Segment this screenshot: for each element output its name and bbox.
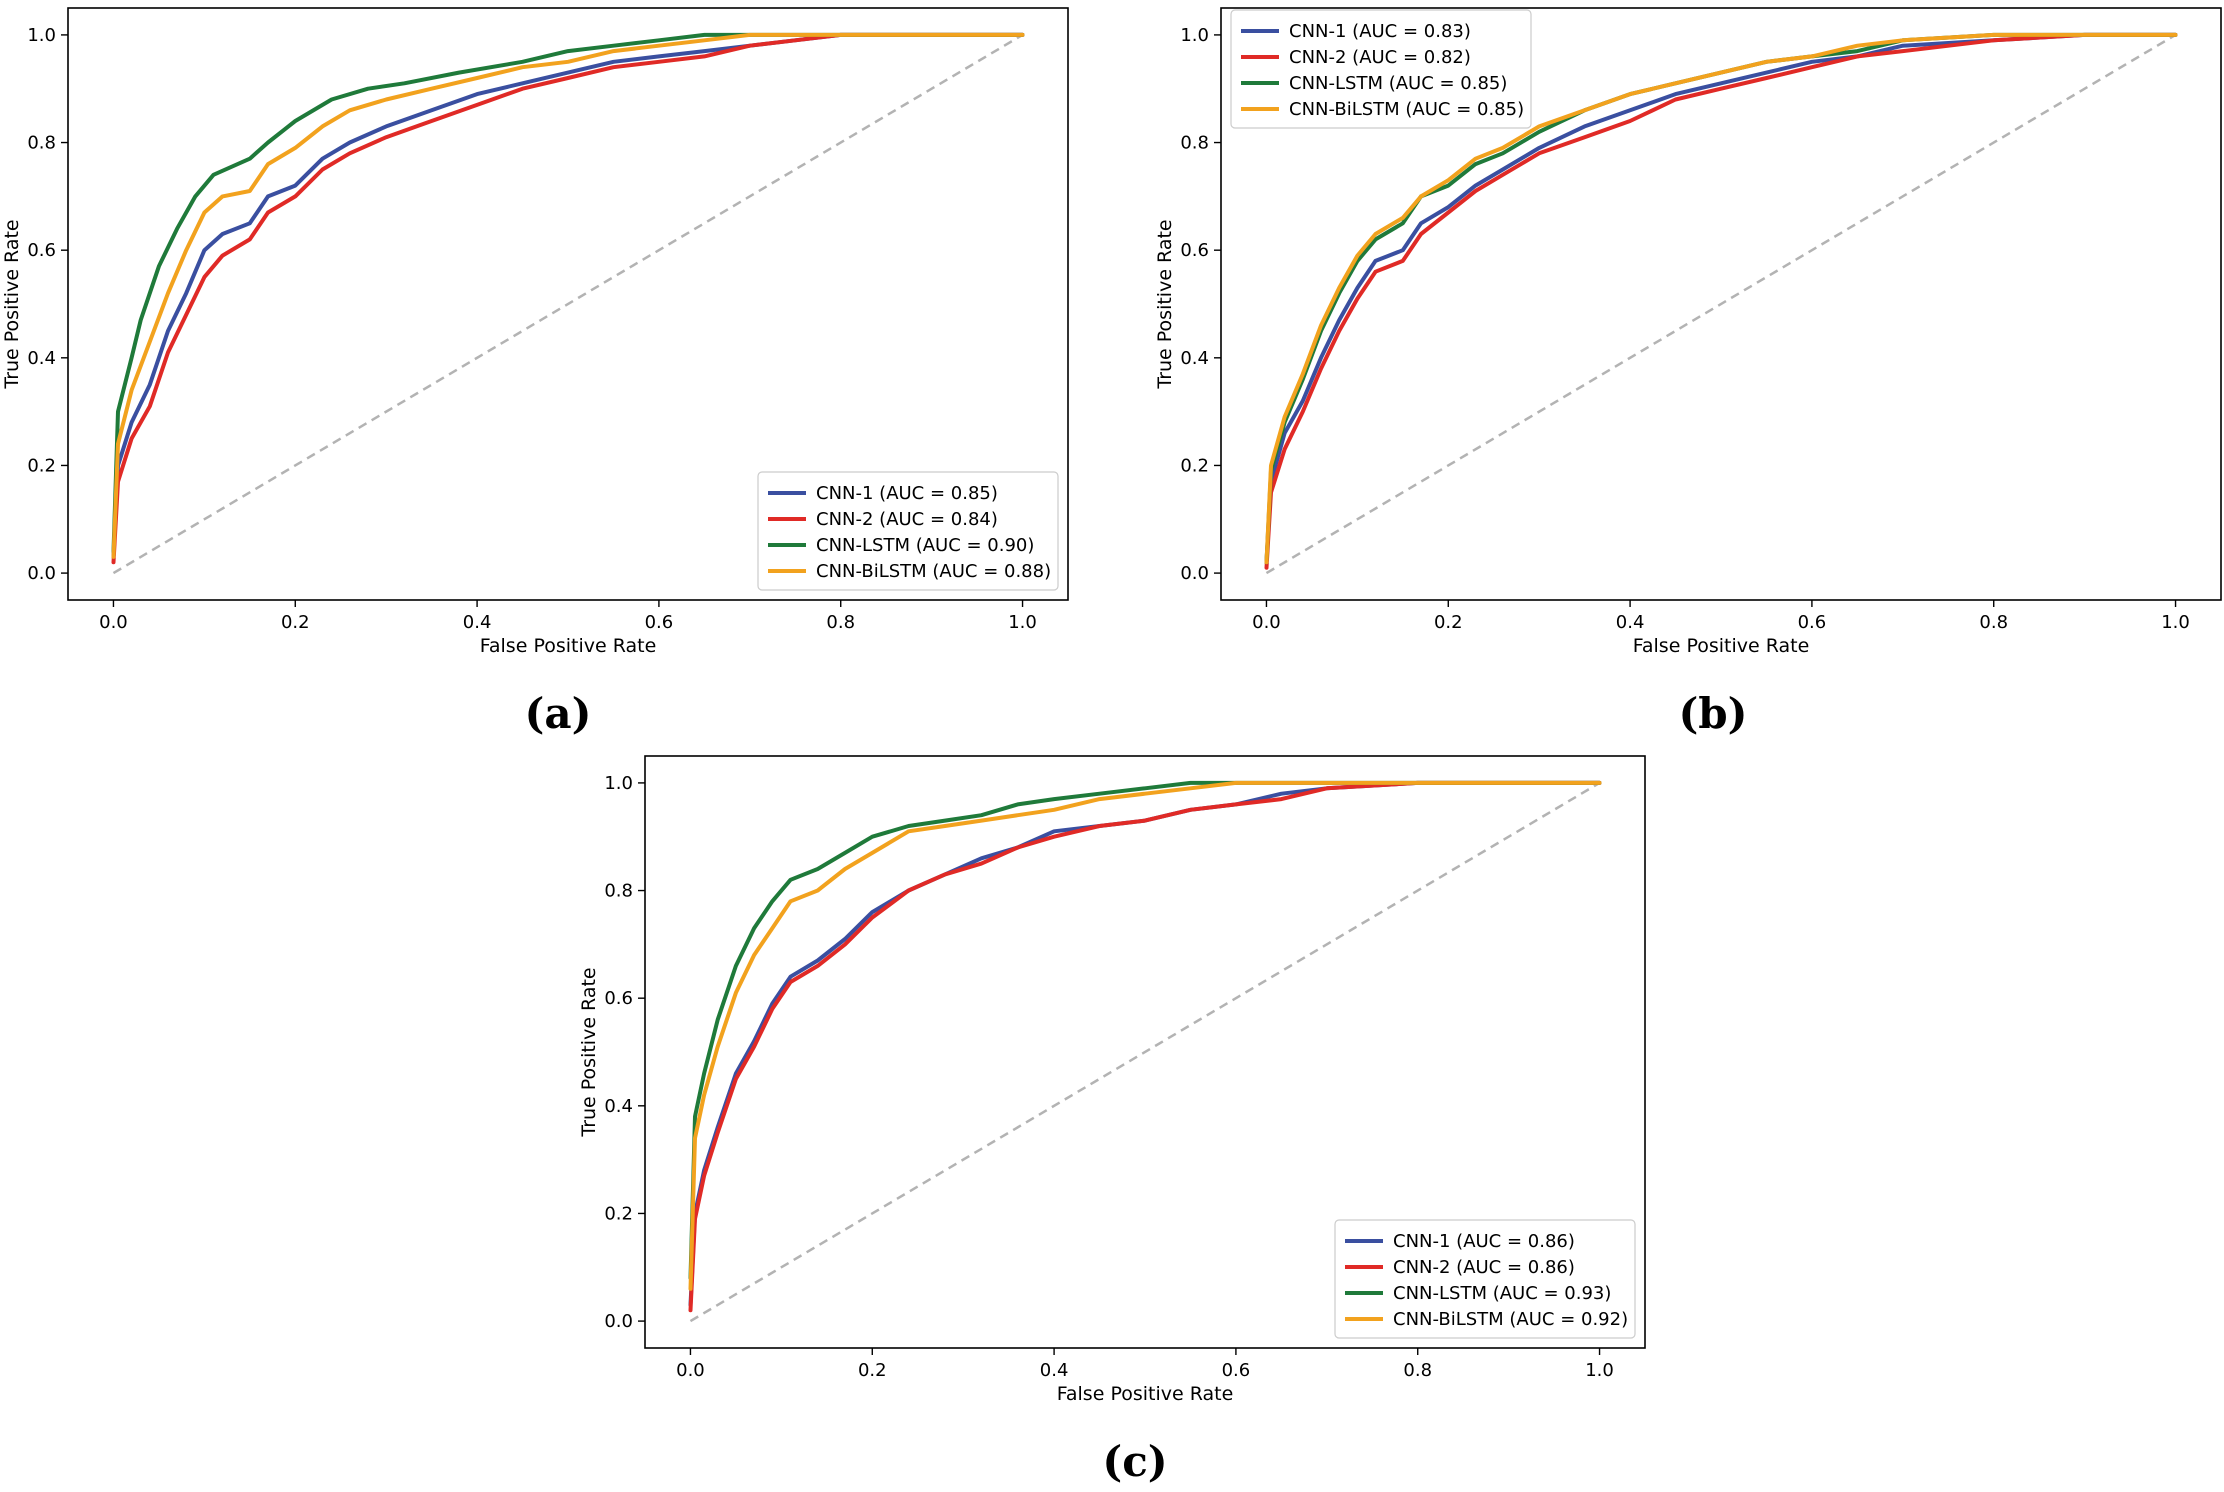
legend-box (1230, 9, 1532, 129)
x-axis-title: False Positive Rate (480, 635, 657, 657)
x-tick-label: 0.0 (676, 1360, 705, 1381)
legend-label: CNN-LSTM (AUC = 0.93) (1393, 1283, 1611, 1304)
series-line-cnn-lstm (111, 32, 1025, 554)
x-tick-label: 0.4 (463, 612, 492, 633)
x-tick-label: 0.2 (281, 612, 310, 633)
legend-box (1334, 1219, 1636, 1339)
legend-label: CNN-BiLSTM (AUC = 0.85) (1289, 99, 1524, 120)
legend: CNN-1 (AUC = 0.83) CNN-2 (AUC = 0.82) CNN-… (1230, 9, 1532, 129)
axes-frame (1220, 7, 2222, 601)
x-tick-label: 0.6 (645, 612, 674, 633)
legend-label: CNN-1 (AUC = 0.85) (816, 483, 998, 504)
x-axis-title: False Positive Rate (1633, 635, 1810, 657)
y-tick-label: 0.4 (27, 348, 56, 369)
y-tick-label: 0.6 (1180, 240, 1209, 261)
series-line-cnn-2 (688, 780, 1602, 1313)
x-tick-label: 0.8 (826, 612, 855, 633)
roc-panel-1: 0.0 0.2 0.4 0.6 0.8 1.0 0.0 0.2 0.4 0.6 0.8 1.0 Fals… (1, 7, 1069, 738)
y-tick-label: 1.0 (604, 773, 633, 794)
y-tick-label: 0.4 (1180, 348, 1209, 369)
chance-diagonal-line (1265, 33, 2177, 575)
legend-label: CNN-1 (AUC = 0.83) (1289, 21, 1471, 42)
series-line-cnn-bilstm (111, 32, 1025, 559)
x-axis-title: False Positive Rate (1057, 1383, 1234, 1405)
legend-label: CNN-2 (AUC = 0.86) (1393, 1257, 1575, 1278)
x-tick-label: 0.0 (99, 612, 128, 633)
x-tick-label: 0.2 (1434, 612, 1463, 633)
panel-label: (a) (525, 689, 592, 738)
y-axis-title: True Positive Rate (1, 219, 23, 389)
roc-panel-3: 0.0 0.2 0.4 0.6 0.8 1.0 0.0 0.2 0.4 0.6 0.8 1.0 Fals… (578, 755, 1646, 1486)
legend-label: CNN-2 (AUC = 0.82) (1289, 47, 1471, 68)
x-tick-label: 1.0 (1585, 1360, 1614, 1381)
y-tick-label: 1.0 (1180, 25, 1209, 46)
legend-label: CNN-1 (AUC = 0.86) (1393, 1231, 1575, 1252)
panel-label: (b) (1678, 689, 1747, 738)
x-tick-label: 0.2 (858, 1360, 887, 1381)
y-tick-label: 0.8 (27, 133, 56, 154)
y-tick-label: 0.0 (604, 1311, 633, 1332)
y-tick-label: 0.8 (1180, 133, 1209, 154)
x-tick-label: 0.6 (1798, 612, 1827, 633)
x-tick-label: 0.4 (1040, 1360, 1069, 1381)
axes-frame (644, 755, 1646, 1349)
panel-label: (c) (1102, 1437, 1167, 1486)
x-tick-label: 0.8 (1979, 612, 2008, 633)
chance-diagonal-line (112, 33, 1024, 575)
y-tick-label: 1.0 (27, 25, 56, 46)
y-tick-label: 0.0 (1180, 563, 1209, 584)
axes-frame (67, 7, 1069, 601)
y-tick-label: 0.2 (1180, 455, 1209, 476)
y-tick-label: 0.2 (604, 1203, 633, 1224)
legend-label: CNN-LSTM (AUC = 0.85) (1289, 73, 1507, 94)
x-tick-label: 1.0 (2161, 612, 2190, 633)
legend-label: CNN-2 (AUC = 0.84) (816, 509, 998, 530)
y-tick-label: 0.8 (604, 881, 633, 902)
x-tick-label: 0.8 (1403, 1360, 1432, 1381)
y-axis-title: True Positive Rate (1154, 219, 1176, 389)
x-tick-label: 0.4 (1616, 612, 1645, 633)
series-line-cnn-bilstm (1264, 32, 2178, 565)
chance-diagonal-line (689, 781, 1601, 1323)
x-tick-label: 0.0 (1252, 612, 1281, 633)
legend-label: CNN-BiLSTM (AUC = 0.88) (816, 561, 1051, 582)
y-tick-label: 0.0 (27, 563, 56, 584)
y-axis-title: True Positive Rate (578, 967, 600, 1137)
series-line-cnn-2 (1264, 32, 2178, 570)
y-tick-label: 0.2 (27, 455, 56, 476)
legend-label: CNN-LSTM (AUC = 0.90) (816, 535, 1034, 556)
legend-box (757, 471, 1059, 591)
x-tick-label: 0.6 (1222, 1360, 1251, 1381)
legend-label: CNN-BiLSTM (AUC = 0.92) (1393, 1309, 1628, 1330)
series-line-cnn-bilstm (688, 780, 1602, 1291)
y-tick-label: 0.6 (604, 988, 633, 1009)
series-line-cnn-2 (111, 32, 1025, 565)
y-tick-label: 0.6 (27, 240, 56, 261)
x-tick-label: 1.0 (1008, 612, 1037, 633)
legend: CNN-1 (AUC = 0.86) CNN-2 (AUC = 0.86) CNN-… (1334, 1219, 1636, 1339)
legend: CNN-1 (AUC = 0.85) CNN-2 (AUC = 0.84) CNN-… (757, 471, 1059, 591)
roc-panel-2: 0.0 0.2 0.4 0.6 0.8 1.0 0.0 0.2 0.4 0.6 0.8 1.0 Fals… (1154, 7, 2222, 738)
y-tick-label: 0.4 (604, 1096, 633, 1117)
